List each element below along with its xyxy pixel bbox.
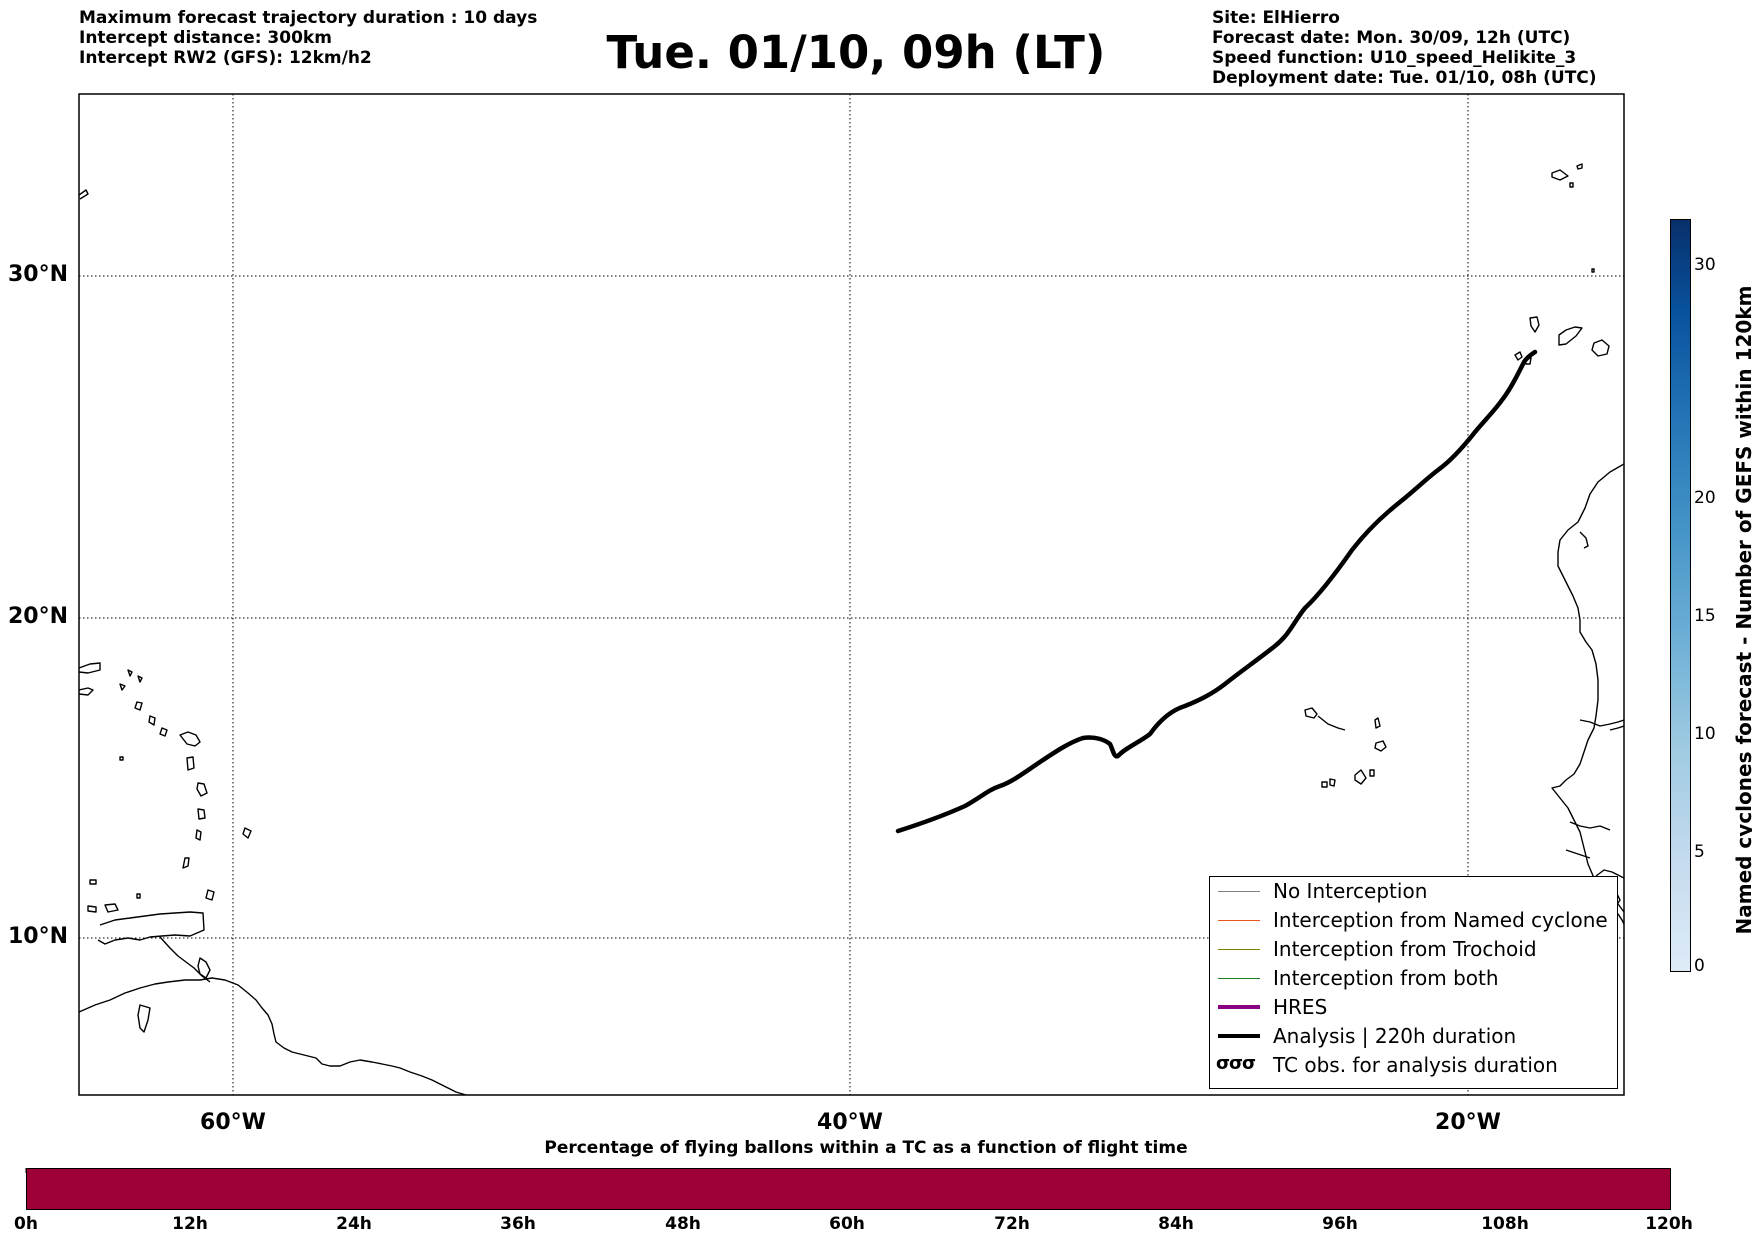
- cbar-tick: 0: [1694, 956, 1705, 976]
- cbar-tick: 5: [1694, 842, 1705, 862]
- coastlines: [79, 163, 1624, 1095]
- legend-label: HRES: [1273, 995, 1328, 1019]
- time-tick: 12h: [172, 1214, 208, 1234]
- forecast-info-right: Site: ElHierro Forecast date: Mon. 30/09…: [1212, 8, 1597, 88]
- lon-label-40w: 40°W: [817, 1110, 883, 1135]
- tc-symbol-icon: σσσ: [1216, 1053, 1256, 1074]
- time-tick: 84h: [1158, 1214, 1194, 1234]
- lat-label-20n: 20°N: [8, 604, 69, 629]
- lon-label-60w: 60°W: [200, 1110, 266, 1135]
- site-text: Site: ElHierro: [1212, 8, 1340, 28]
- legend-label: Interception from both: [1273, 966, 1499, 990]
- legend-label: TC obs. for analysis duration: [1273, 1053, 1558, 1077]
- legend-item-trochoid: Interception from Trochoid: [1210, 935, 1617, 964]
- intercept-rw2-text: Intercept RW2 (GFS): 12km/h2: [79, 48, 372, 68]
- time-tick: 48h: [665, 1214, 701, 1234]
- intercept-distance-text: Intercept distance: 300km: [79, 28, 332, 48]
- time-tick: 24h: [336, 1214, 372, 1234]
- cbar-tick: 30: [1694, 255, 1716, 275]
- cbar-tick: 15: [1694, 606, 1716, 626]
- time-tick: 0h: [14, 1214, 38, 1234]
- legend-label: Analysis | 220h duration: [1273, 1024, 1517, 1048]
- time-tick: 36h: [500, 1214, 536, 1234]
- cbar-tick: 20: [1694, 488, 1716, 508]
- legend-item-hres: HRES: [1210, 993, 1617, 1022]
- legend-item-no-interception: No Interception: [1210, 877, 1617, 906]
- page-title: Tue. 01/10, 09h (LT): [606, 26, 1106, 79]
- time-tick: 72h: [994, 1214, 1030, 1234]
- legend-swatch: [1218, 920, 1260, 921]
- deployment-date-text: Deployment date: Tue. 01/10, 08h (UTC): [1212, 68, 1597, 88]
- legend-swatch: [1218, 1034, 1260, 1038]
- legend-swatch: [1218, 949, 1260, 950]
- lat-label-30n: 30°N: [8, 262, 69, 287]
- time-tick: 60h: [829, 1214, 865, 1234]
- analysis-trajectory: [895, 349, 1538, 834]
- lon-label-20w: 20°W: [1435, 1110, 1501, 1135]
- cbar-tick: 10: [1694, 724, 1716, 744]
- time-colorbar-title: Percentage of flying ballons within a TC…: [544, 1138, 1188, 1158]
- legend-swatch: [1218, 1005, 1260, 1009]
- time-tick: 96h: [1322, 1214, 1358, 1234]
- legend-swatch: [1218, 891, 1260, 892]
- cyclone-colorbar-label: Named cyclones forecast - Number of GEFS…: [1732, 285, 1752, 935]
- legend-swatch: [1218, 978, 1260, 979]
- legend-item-named-cyclone: Interception from Named cyclone: [1210, 906, 1617, 935]
- cyclone-colorbar: [1670, 219, 1691, 972]
- lat-label-10n: 10°N: [8, 924, 69, 949]
- legend-item-both: Interception from both: [1210, 964, 1617, 993]
- map-legend: No Interception Interception from Named …: [1209, 876, 1618, 1089]
- legend-label: Interception from Named cyclone: [1273, 908, 1608, 932]
- map-gridlines: [79, 94, 1624, 1095]
- legend-item-tc-obs: σσσ TC obs. for analysis duration: [1210, 1051, 1617, 1080]
- time-tick: 120h: [1645, 1214, 1693, 1234]
- time-colorbar: [26, 1168, 1671, 1210]
- speed-function-text: Speed function: U10_speed_Helikite_3: [1212, 48, 1577, 68]
- forecast-date-text: Forecast date: Mon. 30/09, 12h (UTC): [1212, 28, 1571, 48]
- max-duration-text: Maximum forecast trajectory duration : 1…: [79, 8, 538, 28]
- legend-label: Interception from Trochoid: [1273, 937, 1537, 961]
- legend-label: No Interception: [1273, 879, 1428, 903]
- map-frame: [78, 93, 1625, 1096]
- time-tick: 108h: [1481, 1214, 1529, 1234]
- legend-item-analysis: Analysis | 220h duration: [1210, 1022, 1617, 1051]
- forecast-info-left: Maximum forecast trajectory duration : 1…: [79, 8, 537, 68]
